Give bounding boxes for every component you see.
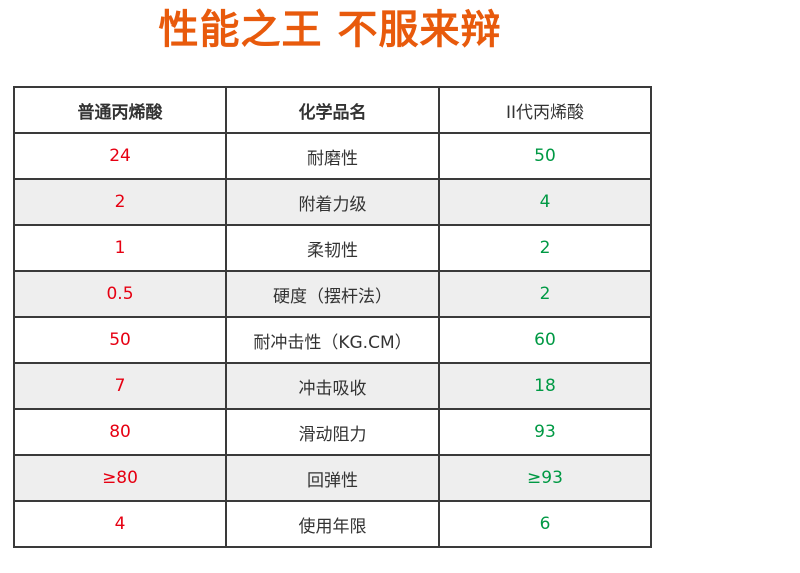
header-property: 化学品名 bbox=[225, 86, 440, 134]
cell-ordinary: 80 bbox=[12, 408, 228, 456]
cell-ordinary: 50 bbox=[12, 316, 228, 364]
cell-property: 滑动阻力 bbox=[225, 408, 440, 456]
cell-gen2: 6 bbox=[437, 500, 653, 548]
cell-ordinary: 24 bbox=[12, 132, 228, 180]
cell-property: 耐磨性 bbox=[225, 132, 440, 180]
cell-gen2: 50 bbox=[437, 132, 653, 180]
table-row: 7 冲击吸收 18 bbox=[12, 362, 653, 410]
table-row: 80 滑动阻力 93 bbox=[12, 408, 653, 456]
comparison-table: 普通丙烯酸 化学品名 II代丙烯酸 24 耐磨性 50 2 附着力级 4 1 柔韧性 2 0.5 硬… bbox=[12, 86, 653, 548]
cell-gen2: 4 bbox=[437, 178, 653, 226]
cell-gen2: 2 bbox=[437, 224, 653, 272]
cell-property: 耐冲击性（KG.CM） bbox=[225, 316, 440, 364]
cell-property: 柔韧性 bbox=[225, 224, 440, 272]
table-row: ≥80 回弹性 ≥93 bbox=[12, 454, 653, 502]
header-gen2: II代丙烯酸 bbox=[437, 86, 653, 134]
table-header-row: 普通丙烯酸 化学品名 II代丙烯酸 bbox=[12, 86, 653, 134]
cell-gen2: 2 bbox=[437, 270, 653, 318]
cell-property: 使用年限 bbox=[225, 500, 440, 548]
cell-ordinary: ≥80 bbox=[12, 454, 228, 502]
cell-ordinary: 7 bbox=[12, 362, 228, 410]
cell-ordinary: 2 bbox=[12, 178, 228, 226]
cell-gen2: 93 bbox=[437, 408, 653, 456]
header-ordinary: 普通丙烯酸 bbox=[12, 86, 228, 134]
cell-gen2: 18 bbox=[437, 362, 653, 410]
cell-ordinary: 0.5 bbox=[12, 270, 228, 318]
cell-ordinary: 1 bbox=[12, 224, 228, 272]
table-row: 1 柔韧性 2 bbox=[12, 224, 653, 272]
table-row: 2 附着力级 4 bbox=[12, 178, 653, 226]
cell-property: 附着力级 bbox=[225, 178, 440, 226]
cell-property: 冲击吸收 bbox=[225, 362, 440, 410]
page-title: 性能之王 不服来辩 bbox=[158, 7, 502, 53]
cell-gen2: ≥93 bbox=[437, 454, 653, 502]
table-row: 24 耐磨性 50 bbox=[12, 132, 653, 180]
table-row: 0.5 硬度（摆杆法） 2 bbox=[12, 270, 653, 318]
table-row: 4 使用年限 6 bbox=[12, 500, 653, 548]
cell-property: 硬度（摆杆法） bbox=[225, 270, 440, 318]
table-row: 50 耐冲击性（KG.CM） 60 bbox=[12, 316, 653, 364]
cell-property: 回弹性 bbox=[225, 454, 440, 502]
cell-gen2: 60 bbox=[437, 316, 653, 364]
cell-ordinary: 4 bbox=[12, 500, 228, 548]
